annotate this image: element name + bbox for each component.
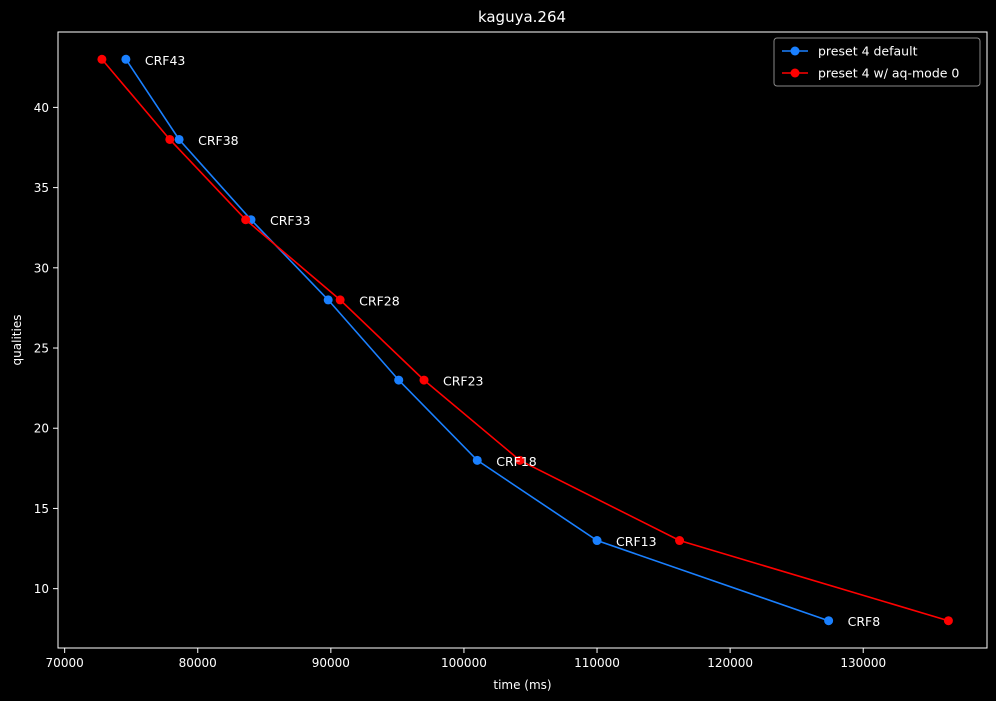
annotation-layer: CRF43 CRF38 CRF33 CRF28 CRF23 CRF18 CRF13 CRF8 — [145, 53, 880, 629]
x-tick-label: 100000 — [441, 656, 487, 670]
crf-annotation: CRF28 — [359, 293, 400, 308]
y-tick-label: 15 — [34, 502, 49, 516]
series-layer — [97, 54, 953, 626]
x-tick-label: 90000 — [312, 656, 350, 670]
legend-swatch-marker — [790, 46, 800, 56]
series-0-point — [323, 295, 333, 305]
series-0-point — [824, 616, 834, 626]
legend-entry-label: preset 4 w/ aq-mode 0 — [818, 66, 959, 81]
x-tick-label: 120000 — [707, 656, 753, 670]
x-tick-label: 110000 — [574, 656, 620, 670]
plot-frame — [57, 31, 988, 649]
crf-annotation: CRF23 — [443, 374, 484, 389]
chart-title: kaguya.264 — [478, 8, 566, 26]
legend-box — [773, 37, 981, 87]
y-axis-ticks: 10 15 20 25 30 35 40 — [34, 101, 58, 596]
legend-swatch-marker — [790, 68, 800, 78]
series-1-point — [515, 455, 525, 465]
crf-annotation: CRF18 — [496, 454, 537, 469]
y-tick-label: 20 — [34, 422, 49, 436]
series-0-point — [472, 455, 482, 465]
x-axis-ticks: 70000 80000 90000 100000 110000 120000 130000 — [46, 648, 886, 670]
crf-annotation: CRF38 — [198, 133, 239, 148]
y-tick-label: 30 — [34, 261, 49, 275]
y-axis-label: qualities — [10, 315, 24, 366]
crf-annotation: CRF13 — [616, 534, 657, 549]
series-line-1 — [101, 58, 949, 622]
series-0-point — [174, 134, 184, 144]
series-line-0 — [125, 58, 829, 622]
crf-annotation: CRF8 — [848, 614, 881, 629]
series-1-point — [943, 616, 953, 626]
x-axis-label: time (ms) — [493, 678, 551, 692]
legend-entry-label: preset 4 default — [818, 44, 918, 59]
x-tick-label: 70000 — [46, 656, 84, 670]
y-tick-label: 25 — [34, 342, 49, 356]
series-1-point — [419, 375, 429, 385]
y-tick-label: 10 — [34, 582, 49, 596]
series-1-point — [241, 215, 251, 225]
series-0-point — [592, 536, 602, 546]
x-tick-label: 80000 — [179, 656, 217, 670]
y-tick-label: 40 — [34, 101, 49, 115]
y-tick-label: 35 — [34, 181, 49, 195]
crf-annotation: CRF43 — [145, 53, 186, 68]
series-1-point — [97, 54, 107, 64]
series-1-point — [675, 536, 685, 546]
series-0-point — [394, 375, 404, 385]
legend: preset 4 default preset 4 w/ aq-mode 0 — [773, 37, 981, 87]
crf-annotation: CRF33 — [270, 213, 311, 228]
series-1-point — [335, 295, 345, 305]
series-1-point — [165, 134, 175, 144]
x-tick-label: 130000 — [840, 656, 886, 670]
series-0-point — [121, 54, 131, 64]
